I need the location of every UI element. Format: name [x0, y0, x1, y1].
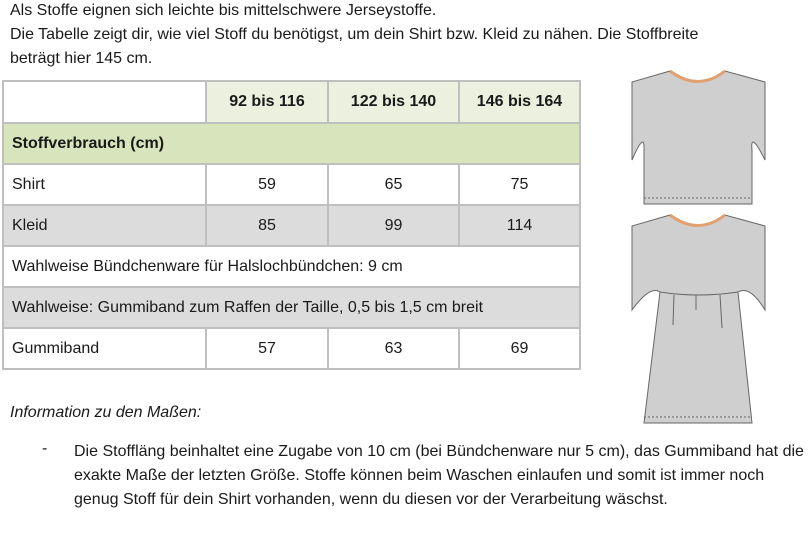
fabric-table: 92 bis 116 122 bis 140 146 bis 164 Stoff… — [2, 80, 581, 370]
cell: 75 — [458, 163, 581, 206]
row-label: Kleid — [2, 204, 207, 247]
info-title: Information zu den Maßen: — [10, 404, 202, 421]
header-empty — [2, 80, 207, 124]
garment-illustration — [631, 69, 766, 424]
table-row: Gummiband 57 63 69 — [2, 327, 581, 370]
table-header-row: 92 bis 116 122 bis 140 146 bis 164 — [2, 80, 581, 124]
table-row: Kleid 85 99 114 — [2, 204, 581, 247]
intro-line-1: Als Stoffe eignen sich leichte bis mitte… — [10, 2, 437, 19]
header-size: 92 bis 116 — [205, 80, 329, 124]
cell: 65 — [327, 163, 460, 206]
cell: 99 — [327, 204, 460, 247]
note-row: Wahlweise: Gummiband zum Raffen der Tail… — [2, 286, 581, 329]
note-row: Wahlweise Bündchenware für Halslochbündc… — [2, 245, 581, 288]
cell: 57 — [205, 327, 329, 370]
table-row: Shirt 59 65 75 — [2, 163, 581, 206]
cell: 69 — [458, 327, 581, 370]
bullet-marker: - — [42, 440, 48, 457]
row-label: Shirt — [2, 163, 207, 206]
intro-line-2: Die Tabelle zeigt dir, wie viel Stoff du… — [10, 26, 699, 43]
header-size: 122 bis 140 — [327, 80, 460, 124]
info-bullet-text: Die Stoffläng beinhaltet eine Zugabe von… — [74, 443, 804, 508]
row-label: Gummiband — [2, 327, 207, 370]
intro-line-3: beträgt hier 145 cm. — [10, 50, 153, 67]
cell: 59 — [205, 163, 329, 206]
cell: 85 — [205, 204, 329, 247]
shirt-drawing — [631, 69, 766, 205]
dress-drawing — [631, 213, 766, 424]
cell: 63 — [327, 327, 460, 370]
cell: 114 — [458, 204, 581, 247]
section-heading: Stoffverbrauch (cm) — [2, 122, 581, 165]
header-size: 146 bis 164 — [458, 80, 581, 124]
